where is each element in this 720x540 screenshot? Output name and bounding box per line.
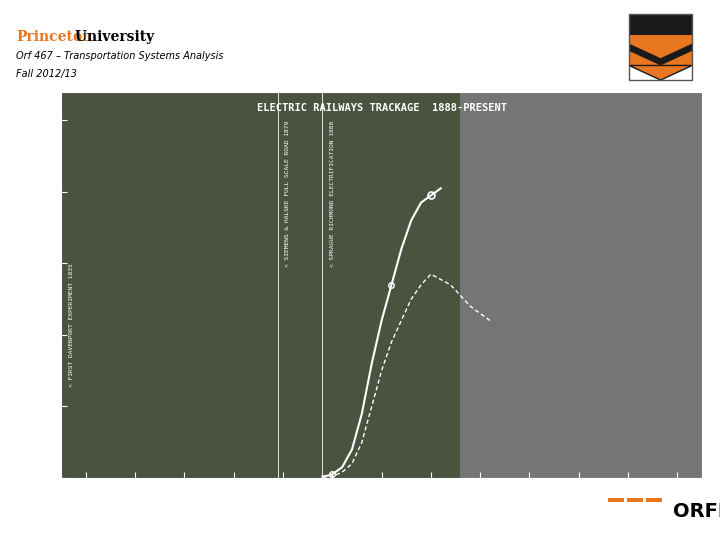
Text: ORFE: ORFE: [673, 502, 720, 521]
Bar: [646, 498, 662, 499]
Bar: [627, 501, 643, 502]
Bar: [646, 501, 662, 502]
Text: Princeton: Princeton: [16, 30, 92, 44]
Bar: [646, 500, 662, 501]
X-axis label: YEAR: YEAR: [368, 496, 395, 506]
Text: University: University: [70, 30, 154, 44]
Bar: [627, 500, 643, 501]
Y-axis label: MILES OF SINGLE TRACK IN 10³: MILES OF SINGLE TRACK IN 10³: [32, 220, 42, 349]
Text: Fall 2012/13: Fall 2012/13: [16, 69, 77, 79]
Text: < SPRAGUE RICHMOND ELECTRIFICATION 1888: < SPRAGUE RICHMOND ELECTRIFICATION 1888: [330, 120, 335, 267]
Text: ELECTRIC RAILWAYS TRACKAGE  1888-PRESENT: ELECTRIC RAILWAYS TRACKAGE 1888-PRESENT: [256, 103, 507, 113]
Text: < FIRST DAVENPORT EXPERIMENT 1835: < FIRST DAVENPORT EXPERIMENT 1835: [68, 264, 73, 387]
Text: < SIEMENS & HALSKE FULL SCALE ROAD 1879: < SIEMENS & HALSKE FULL SCALE ROAD 1879: [286, 120, 290, 267]
Bar: [608, 498, 624, 499]
Bar: [608, 500, 624, 501]
Bar: [461, 92, 702, 478]
Bar: [629, 35, 692, 65]
Text: Growth to Maturity of Electric Traction: Growth to Maturity of Electric Traction: [148, 49, 561, 67]
Bar: [629, 15, 692, 80]
Text: Orf 467 – Transportation Systems Analysis: Orf 467 – Transportation Systems Analysi…: [16, 51, 223, 62]
Polygon shape: [629, 65, 692, 80]
Bar: [627, 498, 643, 499]
Bar: [608, 501, 624, 502]
Polygon shape: [629, 44, 692, 65]
Bar: [629, 15, 692, 36]
